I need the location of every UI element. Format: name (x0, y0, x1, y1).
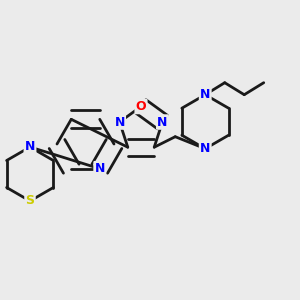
Text: N: N (25, 140, 35, 154)
Text: N: N (200, 142, 210, 155)
Text: N: N (94, 162, 105, 175)
Text: S: S (26, 194, 34, 208)
Text: N: N (114, 116, 125, 128)
Text: N: N (157, 116, 168, 128)
Text: O: O (136, 100, 146, 113)
Text: N: N (200, 88, 210, 101)
